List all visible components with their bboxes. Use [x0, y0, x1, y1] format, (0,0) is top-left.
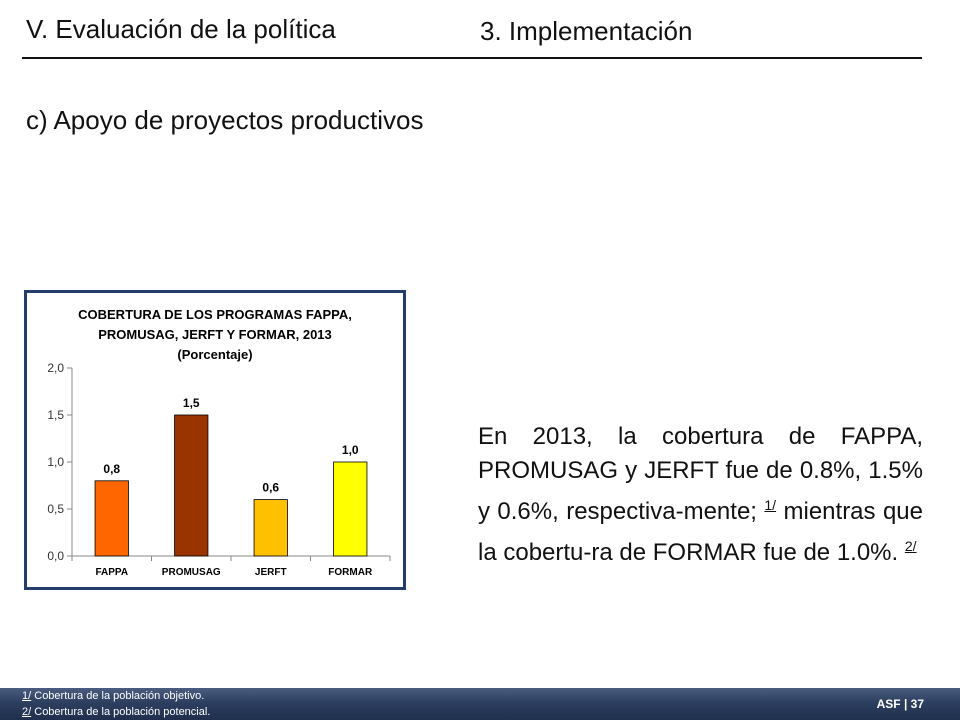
x-category-label: PROMUSAG — [162, 567, 221, 578]
footnote-2: 2/ Cobertura de la población potencial. — [22, 706, 210, 718]
data-label: 0,6 — [262, 481, 279, 495]
footnote-ref-1[interactable]: 1/ — [764, 497, 777, 513]
coverage-chart: COBERTURA DE LOS PROGRAMAS FAPPA, PROMUS… — [24, 290, 406, 590]
chart-title: COBERTURA DE LOS PROGRAMAS FAPPA, PROMUS… — [27, 305, 403, 365]
bar-fappa — [94, 480, 129, 557]
subsection-title: 3. Implementación — [480, 16, 693, 46]
footnote-2-text: Cobertura de la población potencial. — [31, 706, 211, 718]
y-tick-label: 0,5 — [47, 502, 64, 516]
footer-bar — [0, 688, 960, 720]
y-tick-label: 1,5 — [47, 408, 64, 422]
title-divider — [22, 57, 922, 59]
chart-plot-area: 0,0 0,5 1,0 1,5 2,0 0,8 FAPPA 1,5 PROMUSAG 0,6 JER… — [47, 361, 391, 578]
data-label: 1,5 — [183, 396, 200, 410]
footnote-1: 1/ Cobertura de la población objetivo. — [22, 690, 204, 702]
page-label: ASF | 37 — [876, 697, 924, 711]
body-paragraph: En 2013, la cobertura de FAPPA, PROMUSAG… — [478, 420, 923, 570]
bar-promusag — [174, 414, 209, 557]
bar-formar — [333, 461, 368, 557]
chart-title-line-3: (Porcentaje) — [177, 347, 253, 362]
chart-title-line-2: PROMUSAG, JERFT Y FORMAR, 2013 — [98, 327, 332, 342]
footnote-2-ref: 2/ — [22, 706, 32, 718]
y-tick-label: 2,0 — [47, 361, 64, 375]
y-tick-label: 1,0 — [47, 455, 64, 469]
body-text-part-1: En 2013, la cobertura de FAPPA, PROMUSAG… — [478, 423, 923, 525]
footnote-1-text: Cobertura de la población objetivo. — [31, 690, 205, 702]
chart-title-line-1: COBERTURA DE LOS PROGRAMAS FAPPA, — [78, 307, 352, 322]
x-category-label: JERFT — [255, 567, 287, 578]
x-category-label: FAPPA — [95, 567, 128, 578]
data-label: 1,0 — [342, 443, 359, 457]
x-category-label: FORMAR — [328, 567, 373, 578]
y-tick-label: 0,0 — [47, 549, 64, 563]
section-title: V. Evaluación de la política — [26, 14, 336, 44]
footnote-1-ref: 1/ — [22, 690, 32, 702]
bar-jerft — [253, 499, 288, 557]
footnote-ref-2[interactable]: 2/ — [904, 538, 917, 554]
topic-title: c) Apoyo de proyectos productivos — [26, 105, 424, 135]
body-text-part-2: mientras que la cobertu-ra de FORMAR fue… — [478, 498, 923, 566]
data-label: 0,8 — [103, 462, 120, 476]
